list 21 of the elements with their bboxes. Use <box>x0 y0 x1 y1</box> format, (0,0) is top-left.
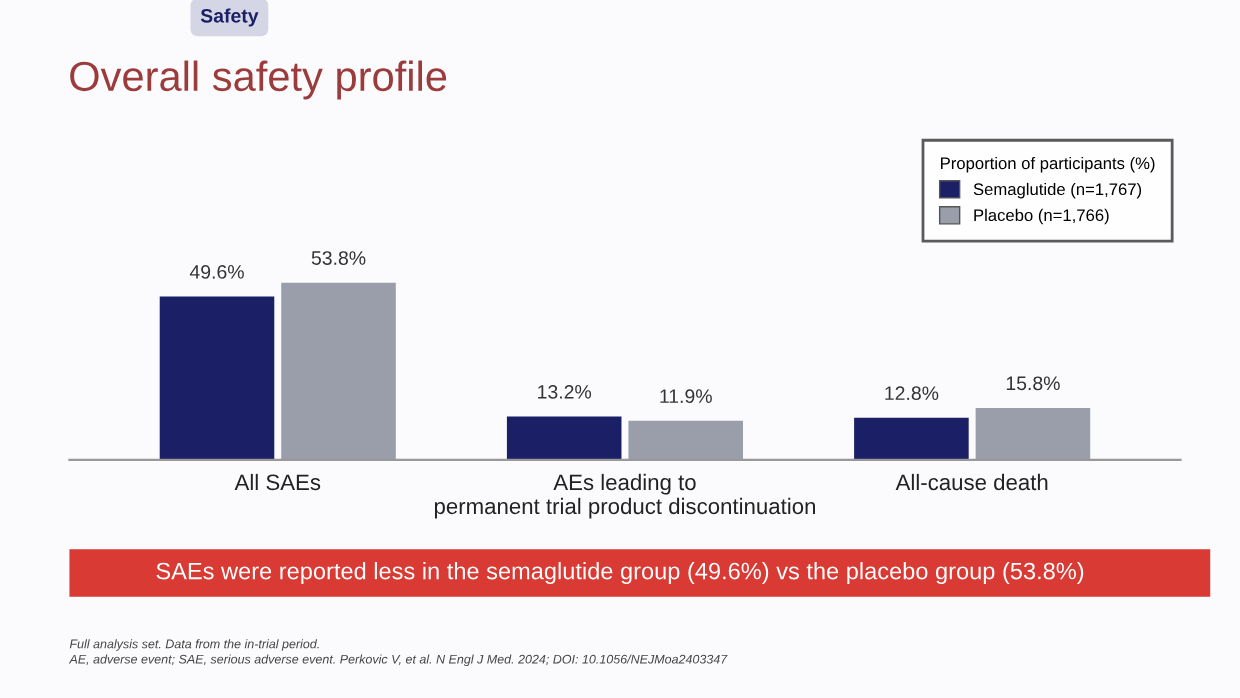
chart-title: Overall safety profile <box>70 60 447 100</box>
text: SAEs were reported less in the semaglutide group (49.6%) vs the placebo group (53.8%) <box>156 562 1084 585</box>
x-tick-label: All-cause death <box>895 473 1048 491</box>
text: Safety <box>200 8 259 27</box>
bar <box>628 420 744 460</box>
legend-label: Semaglutide (n=1,767) <box>973 182 1142 199</box>
x-tick-label: All SAEs <box>234 473 321 491</box>
bar <box>281 282 396 460</box>
bar <box>854 417 969 460</box>
data-label: 12.8% <box>885 386 939 401</box>
data-label: 53.8% <box>311 251 366 265</box>
bar <box>506 416 622 460</box>
legend-label: Placebo (n=1,766) <box>974 208 1109 225</box>
data-label: 11.9% <box>660 389 712 404</box>
legend-title: Proportion of participants (%) <box>941 156 1155 173</box>
bar <box>159 296 275 460</box>
data-label: 49.6% <box>189 264 244 279</box>
x-tick-label: AEs leading to permanent trial product discontinuation <box>434 473 815 519</box>
bar <box>975 407 1091 460</box>
data-label: 15.8% <box>1006 376 1060 391</box>
data-label: 13.2% <box>538 384 592 399</box>
